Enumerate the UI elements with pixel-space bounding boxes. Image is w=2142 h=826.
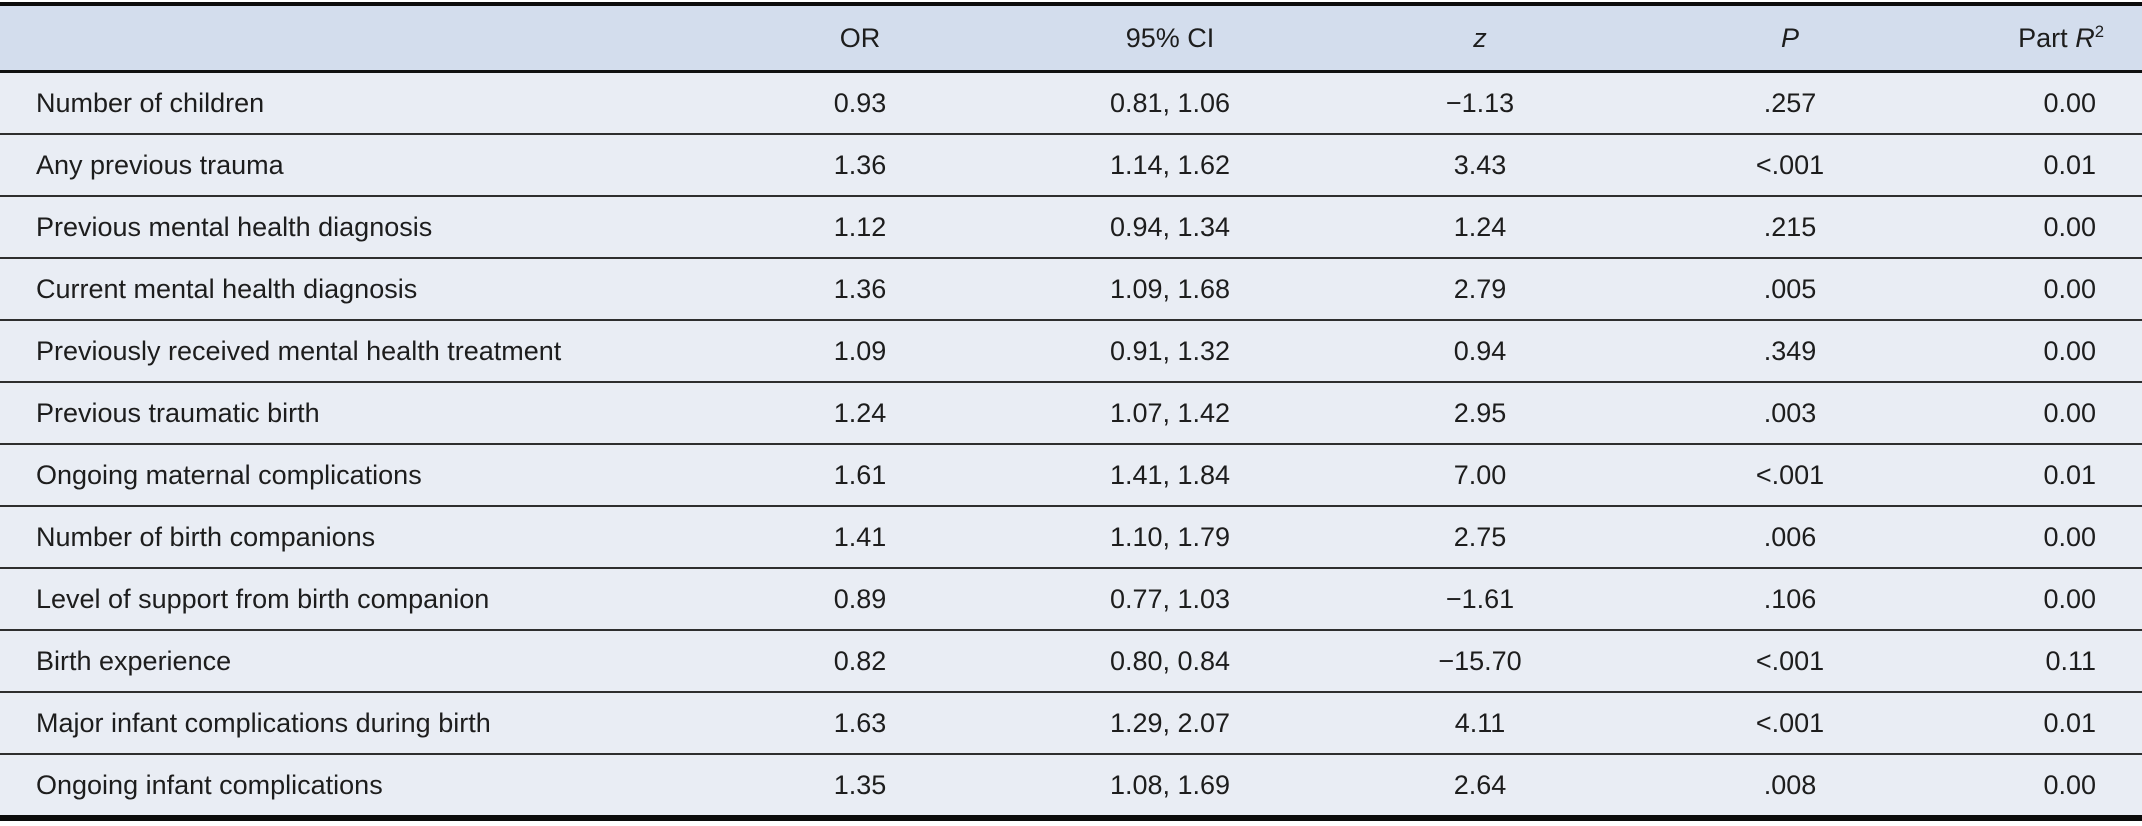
part-r2-value: 0.00 [1945, 71, 2142, 134]
table-row: Current mental health diagnosis 1.36 1.09,… [0, 257, 2142, 320]
header-z: z [1325, 4, 1635, 73]
part-r2-prefix: Part [2018, 22, 2076, 53]
row-label: Any previous trauma [0, 133, 705, 196]
p-value: <.001 [1635, 691, 1945, 754]
ci-value: 1.10, 1.79 [1015, 505, 1325, 568]
header-p: P [1635, 4, 1945, 73]
z-value: −1.13 [1325, 71, 1635, 134]
row-label: Birth experience [0, 629, 705, 692]
part-r2-value: 0.00 [1945, 257, 2142, 320]
header-part-r2: Part R2 [1945, 4, 2142, 73]
z-value: −15.70 [1325, 629, 1635, 692]
part-r2-value: 0.00 [1945, 195, 2142, 258]
part-r2-value: 0.01 [1945, 691, 2142, 754]
row-label: Previous traumatic birth [0, 381, 705, 444]
p-value: .349 [1635, 319, 1945, 382]
z-value: 3.43 [1325, 133, 1635, 196]
p-value: .257 [1635, 71, 1945, 134]
part-r2-value: 0.00 [1945, 319, 2142, 382]
or-value: 1.09 [705, 319, 1015, 382]
table-row: Previous mental health diagnosis 1.12 0.94… [0, 195, 2142, 258]
table-row: Level of support from birth companion 0.8… [0, 567, 2142, 630]
or-value: 1.63 [705, 691, 1015, 754]
p-value: .006 [1635, 505, 1945, 568]
ci-value: 1.14, 1.62 [1015, 133, 1325, 196]
ci-value: 1.29, 2.07 [1015, 691, 1325, 754]
table-row: Ongoing maternal complications 1.61 1.41, … [0, 443, 2142, 506]
part-r2-value: 0.00 [1945, 505, 2142, 568]
part-r2-value: 0.00 [1945, 753, 2142, 818]
z-value: 1.24 [1325, 195, 1635, 258]
table-row: Number of children 0.93 0.81, 1.06 −1.13.25… [0, 71, 2142, 134]
row-label: Ongoing infant complications [0, 753, 705, 818]
part-r2-value: 0.01 [1945, 443, 2142, 506]
or-value: 1.61 [705, 443, 1015, 506]
row-label: Level of support from birth companion [0, 567, 705, 630]
part-r2-exponent: 2 [2094, 21, 2104, 41]
header-or: OR [705, 4, 1015, 73]
z-value: 2.75 [1325, 505, 1635, 568]
p-value: .008 [1635, 753, 1945, 818]
table-row: Previously received mental health treatm… [0, 319, 2142, 382]
row-label: Current mental health diagnosis [0, 257, 705, 320]
part-r2-value: 0.00 [1945, 567, 2142, 630]
p-value: <.001 [1635, 443, 1945, 506]
or-value: 0.89 [705, 567, 1015, 630]
z-value: −1.61 [1325, 567, 1635, 630]
ci-value: 1.08, 1.69 [1015, 753, 1325, 818]
p-value: <.001 [1635, 629, 1945, 692]
ci-value: 1.07, 1.42 [1015, 381, 1325, 444]
row-label: Number of children [0, 71, 705, 134]
row-label: Previously received mental health treatm… [0, 319, 705, 382]
p-value: .215 [1635, 195, 1945, 258]
table-row: Previous traumatic birth 1.24 1.07, 1.42 2.… [0, 381, 2142, 444]
row-label: Major infant complications during birth [0, 691, 705, 754]
ci-value: 1.41, 1.84 [1015, 443, 1325, 506]
p-value: .005 [1635, 257, 1945, 320]
row-label: Ongoing maternal complications [0, 443, 705, 506]
or-value: 1.41 [705, 505, 1015, 568]
or-value: 0.82 [705, 629, 1015, 692]
header-predictor [0, 4, 705, 73]
or-value: 1.36 [705, 133, 1015, 196]
row-label: Number of birth companions [0, 505, 705, 568]
z-value: 7.00 [1325, 443, 1635, 506]
or-value: 0.93 [705, 71, 1015, 134]
ci-value: 0.81, 1.06 [1015, 71, 1325, 134]
table-row: Birth experience 0.82 0.80, 0.84 −15.70 <.00… [0, 629, 2142, 692]
ci-value: 0.77, 1.03 [1015, 567, 1325, 630]
or-value: 1.35 [705, 753, 1015, 818]
header-row: OR 95% CI z P Part R2 [0, 4, 2142, 73]
table-row: Number of birth companions 1.41 1.10, 1.79… [0, 505, 2142, 568]
or-value: 1.24 [705, 381, 1015, 444]
ci-value: 0.91, 1.32 [1015, 319, 1325, 382]
p-value: <.001 [1635, 133, 1945, 196]
p-value: .003 [1635, 381, 1945, 444]
table-row: Major infant complications during birth 1… [0, 691, 2142, 754]
ci-value: 0.80, 0.84 [1015, 629, 1325, 692]
part-r2-value: 0.00 [1945, 381, 2142, 444]
p-value: .106 [1635, 567, 1945, 630]
part-r2-symbol: R [2075, 22, 2095, 53]
z-value: 2.95 [1325, 381, 1635, 444]
table-row: Any previous trauma 1.36 1.14, 1.62 3.43 <.0… [0, 133, 2142, 196]
table-body: Number of children 0.93 0.81, 1.06 −1.13.25… [0, 71, 2142, 818]
z-value: 4.11 [1325, 691, 1635, 754]
z-value: 0.94 [1325, 319, 1635, 382]
or-value: 1.36 [705, 257, 1015, 320]
table-row: Ongoing infant complications 1.35 1.08, 1.… [0, 753, 2142, 818]
part-r2-value: 0.11 [1945, 629, 2142, 692]
ci-value: 1.09, 1.68 [1015, 257, 1325, 320]
row-label: Previous mental health diagnosis [0, 195, 705, 258]
z-value: 2.79 [1325, 257, 1635, 320]
header-ci: 95% CI [1015, 4, 1325, 73]
table-header: OR 95% CI z P Part R2 [0, 4, 2142, 73]
or-value: 1.12 [705, 195, 1015, 258]
part-r2-value: 0.01 [1945, 133, 2142, 196]
z-value: 2.64 [1325, 753, 1635, 818]
ci-value: 0.94, 1.34 [1015, 195, 1325, 258]
